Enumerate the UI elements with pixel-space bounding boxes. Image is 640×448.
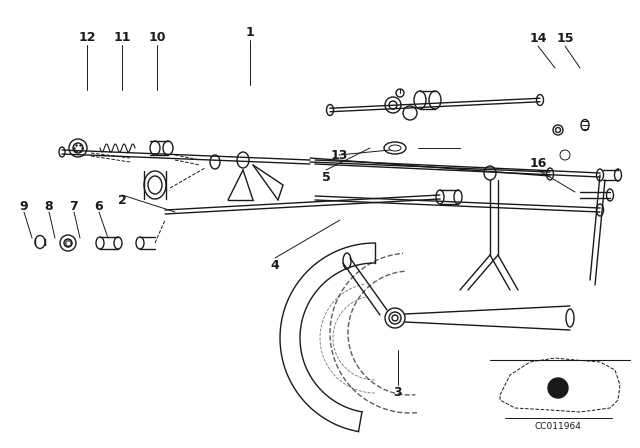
Text: 16: 16 xyxy=(529,156,547,169)
Text: 8: 8 xyxy=(45,199,53,212)
Text: 2: 2 xyxy=(118,194,126,207)
Text: 13: 13 xyxy=(330,148,348,161)
Circle shape xyxy=(548,378,568,398)
Text: 11: 11 xyxy=(113,30,131,43)
Text: 4: 4 xyxy=(271,258,280,271)
Text: 15: 15 xyxy=(556,31,573,44)
Text: 7: 7 xyxy=(70,199,78,212)
Text: 5: 5 xyxy=(322,171,330,184)
Text: 6: 6 xyxy=(95,199,103,212)
Text: 3: 3 xyxy=(394,385,403,399)
Text: CC011964: CC011964 xyxy=(534,422,581,431)
Text: 1: 1 xyxy=(246,26,254,39)
Text: 10: 10 xyxy=(148,30,166,43)
Text: 12: 12 xyxy=(78,30,96,43)
Text: 9: 9 xyxy=(20,199,28,212)
Text: 14: 14 xyxy=(529,31,547,44)
